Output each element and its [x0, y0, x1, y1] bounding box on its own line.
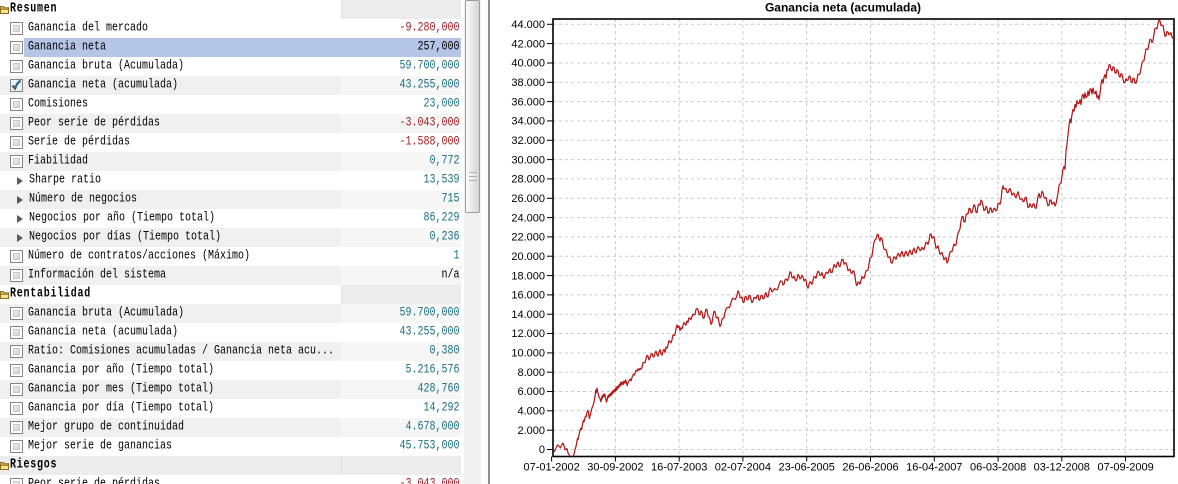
svg-text:Ganancia neta (acumulada): Ganancia neta (acumulada)	[765, 1, 921, 15]
svg-text:4.000: 4.000	[517, 406, 545, 418]
svg-text:16.000: 16.000	[511, 290, 545, 302]
svg-text:03-12-2008: 03-12-2008	[1034, 462, 1090, 474]
svg-text:26-06-2006: 26-06-2006	[842, 462, 898, 474]
svg-text:18.000: 18.000	[511, 270, 545, 282]
svg-text:14.000: 14.000	[511, 309, 545, 321]
svg-text:30.000: 30.000	[511, 154, 545, 166]
svg-text:02-07-2004: 02-07-2004	[715, 462, 771, 474]
svg-text:07-09-2009: 07-09-2009	[1097, 462, 1153, 474]
svg-text:34.000: 34.000	[511, 116, 545, 128]
svg-text:16-07-2003: 16-07-2003	[651, 462, 707, 474]
svg-text:26.000: 26.000	[511, 193, 545, 205]
svg-text:32.000: 32.000	[511, 135, 545, 147]
svg-text:22.000: 22.000	[511, 232, 545, 244]
svg-text:12.000: 12.000	[511, 328, 545, 340]
svg-text:30-09-2002: 30-09-2002	[587, 462, 643, 474]
svg-text:40.000: 40.000	[511, 58, 545, 70]
svg-text:42.000: 42.000	[511, 38, 545, 50]
svg-text:2.000: 2.000	[517, 425, 545, 437]
svg-text:10.000: 10.000	[511, 348, 545, 360]
svg-text:06-03-2008: 06-03-2008	[970, 462, 1026, 474]
svg-text:44.000: 44.000	[511, 19, 545, 31]
svg-text:23-06-2005: 23-06-2005	[779, 462, 835, 474]
svg-text:8.000: 8.000	[517, 367, 545, 379]
svg-text:16-04-2007: 16-04-2007	[906, 462, 962, 474]
svg-text:20.000: 20.000	[511, 251, 545, 263]
svg-text:07-01-2002: 07-01-2002	[523, 462, 579, 474]
svg-text:38.000: 38.000	[511, 77, 545, 89]
svg-text:6.000: 6.000	[517, 386, 545, 398]
svg-text:36.000: 36.000	[511, 96, 545, 108]
svg-text:24.000: 24.000	[511, 212, 545, 224]
svg-text:0: 0	[539, 444, 545, 456]
svg-text:28.000: 28.000	[511, 174, 545, 186]
